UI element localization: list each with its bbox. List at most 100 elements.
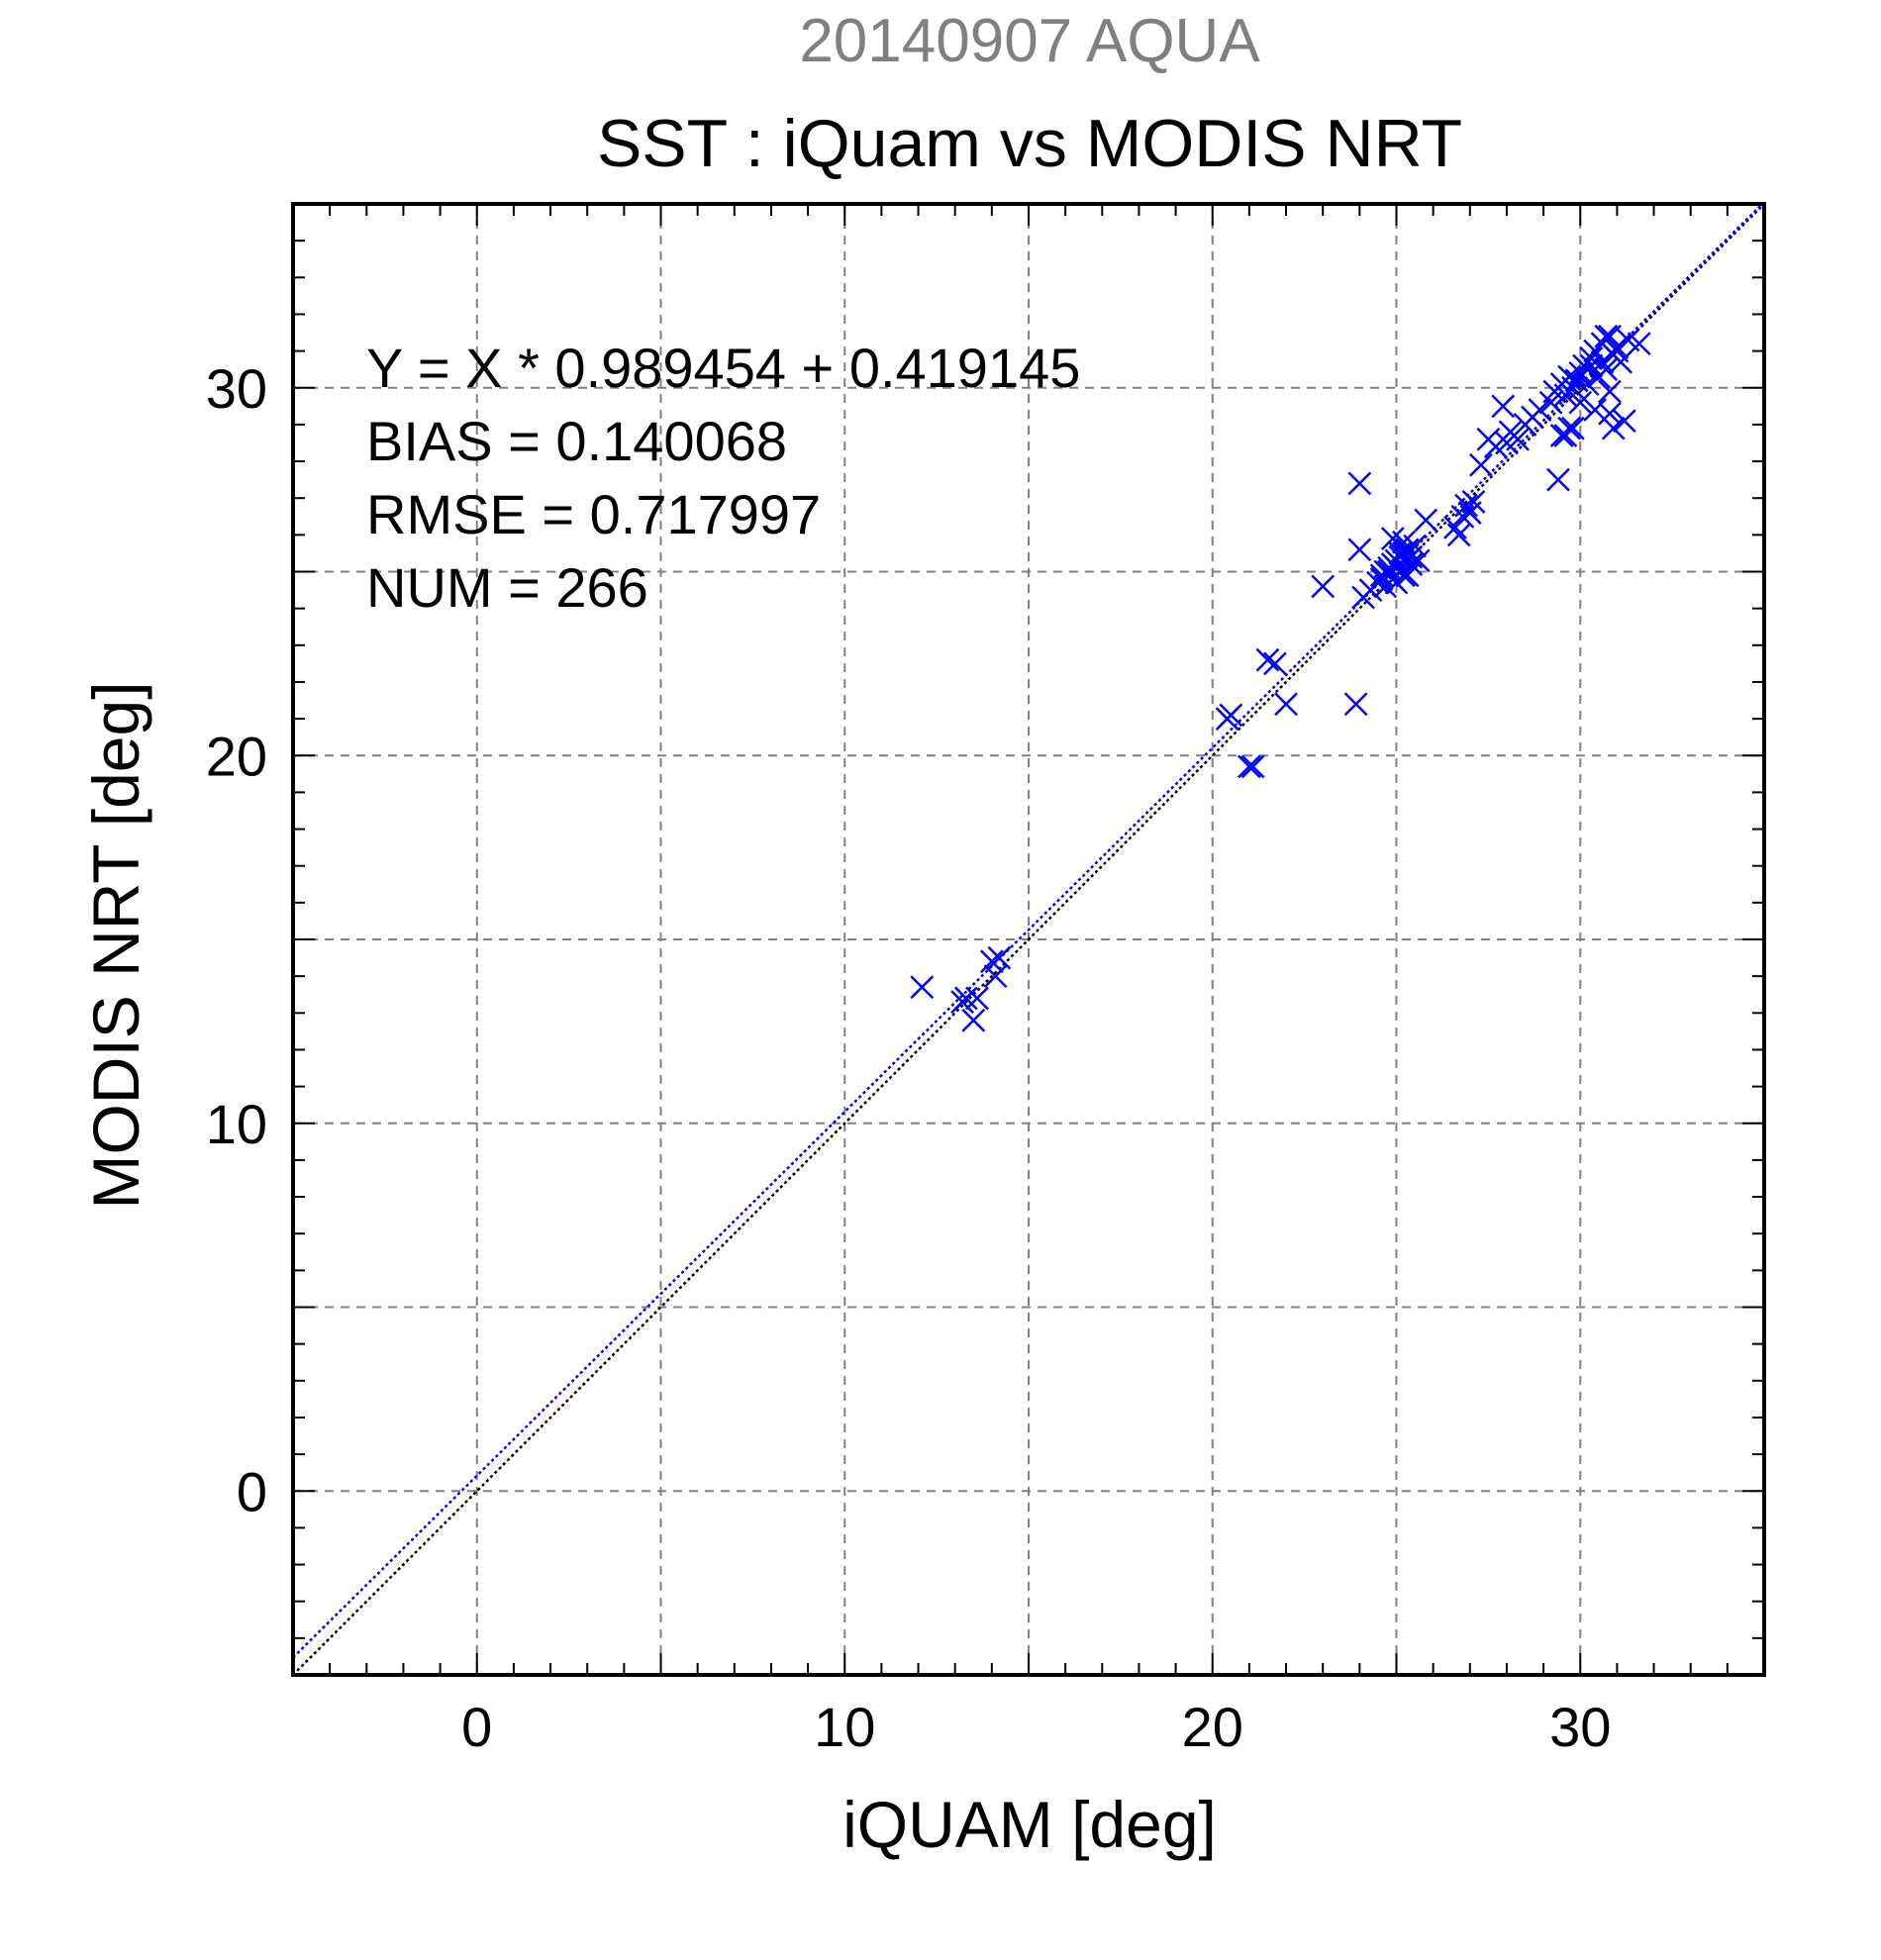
x-axis-label: iQUAM [deg] — [842, 1788, 1217, 1861]
data-point — [1583, 398, 1607, 422]
data-point — [1598, 324, 1622, 348]
x-icon-stroke — [1263, 651, 1287, 676]
data-point — [1238, 754, 1261, 779]
x-icon-stroke — [1369, 567, 1394, 591]
x-icon-stroke — [1384, 570, 1409, 595]
data-point — [1568, 390, 1593, 415]
x-icon-stroke — [1255, 647, 1280, 672]
bias-value: BIAS = 0.140068 — [366, 410, 788, 472]
x-icon-stroke — [1406, 548, 1431, 573]
data-point — [1347, 471, 1372, 496]
x-icon-stroke — [961, 1008, 986, 1032]
x-tick-label: 30 — [1549, 1696, 1611, 1758]
y-axis-label: MODIS NRT [deg] — [79, 681, 152, 1209]
x-icon-stroke — [1491, 394, 1516, 419]
data-point — [965, 986, 989, 1011]
x-icon-stroke — [1557, 364, 1581, 389]
data-point — [1528, 398, 1552, 422]
data-point — [1598, 401, 1622, 426]
stats-annotation: Y = X * 0.989454 + 0.419145 BIAS = 0.140… — [366, 332, 1080, 625]
data-point — [1406, 548, 1431, 573]
x-tick-label: 0 — [461, 1696, 492, 1758]
data-point — [1461, 490, 1486, 514]
data-points — [910, 324, 1651, 1032]
x-icon-stroke — [1568, 390, 1593, 415]
data-point — [1579, 353, 1604, 378]
data-point — [1598, 379, 1622, 404]
data-point — [1612, 409, 1636, 434]
x-icon-stroke — [1612, 409, 1636, 434]
fit-line — [293, 204, 1764, 1659]
x-icon-stroke — [979, 949, 1004, 974]
x-icon-stroke — [1605, 339, 1630, 363]
x-icon-stroke — [1454, 493, 1478, 518]
data-point — [1311, 574, 1336, 599]
x-icon-stroke — [983, 964, 1008, 989]
x-icon-stroke — [1560, 416, 1585, 441]
data-point — [1414, 508, 1438, 533]
x-icon-stroke — [1528, 398, 1552, 422]
num-value: NUM = 266 — [366, 556, 648, 619]
x-tick-label: 20 — [1182, 1696, 1243, 1758]
x-icon-stroke — [1373, 559, 1398, 584]
x-tick-labels: 0 10 20 30 — [461, 1696, 1611, 1758]
data-point — [1605, 339, 1630, 363]
data-point — [961, 1008, 986, 1032]
data-point — [1395, 563, 1420, 588]
data-point — [1546, 467, 1570, 492]
data-point — [1388, 541, 1413, 565]
data-point — [1240, 754, 1265, 779]
x-icon-stroke — [1395, 538, 1420, 562]
y-tick-label: 20 — [206, 725, 267, 787]
x-icon-stroke — [1601, 416, 1626, 441]
y-tick-label: 10 — [206, 1093, 267, 1155]
x-icon-stroke — [987, 945, 1012, 970]
x-icon-stroke — [1347, 538, 1372, 562]
data-point — [1446, 523, 1471, 547]
x-icon-stroke — [1461, 490, 1486, 514]
rmse-value: RMSE = 0.717997 — [366, 483, 822, 545]
data-point — [1454, 493, 1478, 518]
x-icon-stroke — [1579, 353, 1604, 378]
data-point — [1506, 427, 1530, 451]
data-point — [1560, 416, 1585, 441]
x-icon-stroke — [1388, 541, 1413, 565]
data-point — [1263, 651, 1287, 676]
x-icon-stroke — [1399, 544, 1424, 569]
x-icon-stroke — [1240, 754, 1265, 779]
data-point — [1601, 416, 1626, 441]
x-icon-stroke — [1446, 523, 1471, 547]
x-icon-stroke — [1594, 357, 1619, 382]
data-point — [1557, 416, 1581, 441]
x-icon-stroke — [965, 986, 989, 1011]
x-icon-stroke — [910, 975, 935, 1000]
data-point — [1369, 567, 1394, 591]
x-icon-stroke — [1609, 349, 1633, 374]
x-icon-stroke — [1627, 332, 1651, 356]
x-icon-stroke — [1414, 508, 1438, 533]
data-point — [1491, 394, 1516, 419]
data-point — [910, 975, 935, 1000]
x-icon-stroke — [1594, 324, 1619, 348]
x-icon-stroke — [1598, 401, 1622, 426]
x-icon-stroke — [1583, 398, 1607, 422]
y-tick-label: 30 — [206, 357, 267, 420]
data-point — [1347, 538, 1372, 562]
data-point — [1219, 703, 1243, 728]
data-point — [1255, 647, 1280, 672]
data-point — [1594, 324, 1619, 348]
x-icon-stroke — [1347, 471, 1372, 496]
x-icon-stroke — [1557, 416, 1581, 441]
data-point — [979, 949, 1004, 974]
x-icon-stroke — [1380, 527, 1405, 550]
x-icon-stroke — [1395, 563, 1420, 588]
data-point — [1373, 559, 1398, 584]
data-point — [1274, 692, 1298, 717]
data-point — [1627, 332, 1651, 356]
y-tick-label: 0 — [237, 1460, 267, 1522]
x-icon-stroke — [1560, 375, 1585, 400]
data-point — [987, 945, 1012, 970]
data-point — [1469, 452, 1493, 477]
